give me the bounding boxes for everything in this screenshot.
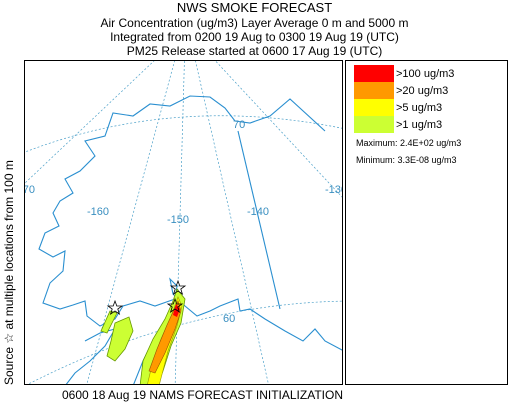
source-star-icon <box>169 279 187 295</box>
legend-label-100: >100 ug/m3 <box>396 67 455 80</box>
legend-item-5: >5 ug/m3 <box>354 99 442 116</box>
grid-lon-130 <box>215 61 342 198</box>
alaska-border <box>237 130 281 310</box>
map-svg: 70 60 -170 -160 -150 -140 -130 <box>25 61 343 384</box>
map-panel: 70 60 -170 -160 -150 -140 -130 <box>24 60 343 385</box>
legend-swatch-100 <box>354 65 394 82</box>
legend-label-5: >5 ug/m3 <box>396 101 443 114</box>
subtitle-integration: Integrated from 0200 19 Aug to 0300 19 A… <box>110 30 399 44</box>
legend-item-100: >100 ug/m3 <box>354 65 454 82</box>
grid-lon-140 <box>195 61 269 384</box>
lon-130-label: -130 <box>325 184 343 196</box>
grid-lon-160 <box>86 61 175 384</box>
legend-item-1: >1 ug/m3 <box>354 116 442 133</box>
lon-160-label: -160 <box>87 206 109 218</box>
plume-west-2 <box>100 310 118 334</box>
legend-label-20: >20 ug/m3 <box>396 84 449 97</box>
source-star-icon <box>166 297 184 313</box>
legend-swatch-1 <box>354 116 394 133</box>
legend-label-1: >1 ug/m3 <box>396 118 443 131</box>
legend-panel: >100 ug/m3 >20 ug/m3 >5 ug/m3 >1 ug/m3 M… <box>345 60 508 385</box>
legend-maximum: Maximum: 2.4E+02 ug/m3 <box>356 138 462 148</box>
peninsula-coast <box>65 328 117 384</box>
source-star-icon <box>106 299 124 315</box>
legend-item-20: >20 ug/m3 <box>354 82 448 99</box>
plume-20-ug <box>148 300 182 374</box>
grid-lon-170 <box>25 61 155 184</box>
lat-60-label: 60 <box>223 313 235 325</box>
lon-150-label: -150 <box>167 214 189 226</box>
lon-140-label: -140 <box>247 206 269 218</box>
source-label: Source ☆ at multiple locations from 100 … <box>2 160 16 385</box>
legend-minimum: Minimum: 3.3E-08 ug/m3 <box>356 155 457 165</box>
grid-lat-60 <box>27 300 342 384</box>
grid-lat-70 <box>25 115 342 153</box>
legend-swatch-20 <box>354 82 394 99</box>
lat-70-label: 70 <box>233 119 245 131</box>
subtitle-release: PM25 Release started at 0600 17 Aug 19 (… <box>126 44 383 58</box>
legend-swatch-5 <box>354 99 394 116</box>
subtitle-concentration: Air Concentration (ug/m3) Layer Average … <box>100 16 409 30</box>
alaska-coastline <box>38 95 342 351</box>
lon-170-label: -170 <box>25 184 35 196</box>
initialization-label: 0600 18 Aug 19 NAMS FORECAST INITIALIZAT… <box>62 388 343 402</box>
plume-west-1 <box>106 316 134 362</box>
map-title: NWS SMOKE FORECAST <box>176 0 333 15</box>
